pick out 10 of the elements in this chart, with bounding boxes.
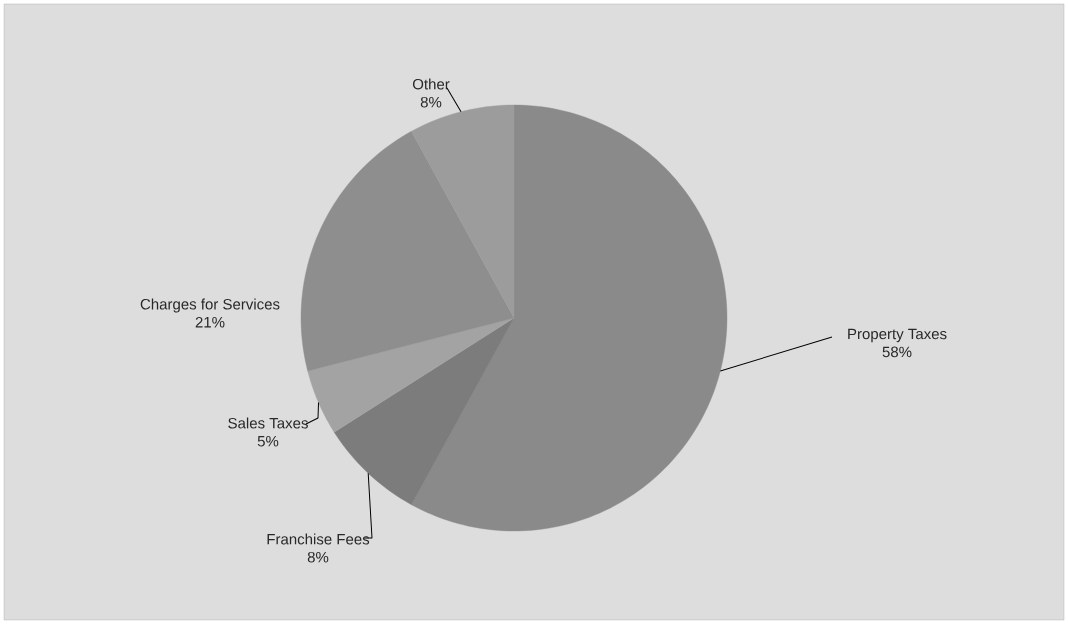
slice-label: Franchise Fees <box>267 533 370 545</box>
data-label: 58% <box>882 346 912 358</box>
data-label: 21% <box>195 316 225 328</box>
slice-label: Property Taxes <box>848 328 947 343</box>
data-label: 8% <box>420 96 442 108</box>
data-label: 5% <box>257 435 279 447</box>
slice-label: Charges for Services <box>140 298 280 313</box>
slice-label: Sales Taxes <box>228 417 308 429</box>
slice-label: Other <box>412 78 450 90</box>
data-label: 8% <box>307 551 329 563</box>
